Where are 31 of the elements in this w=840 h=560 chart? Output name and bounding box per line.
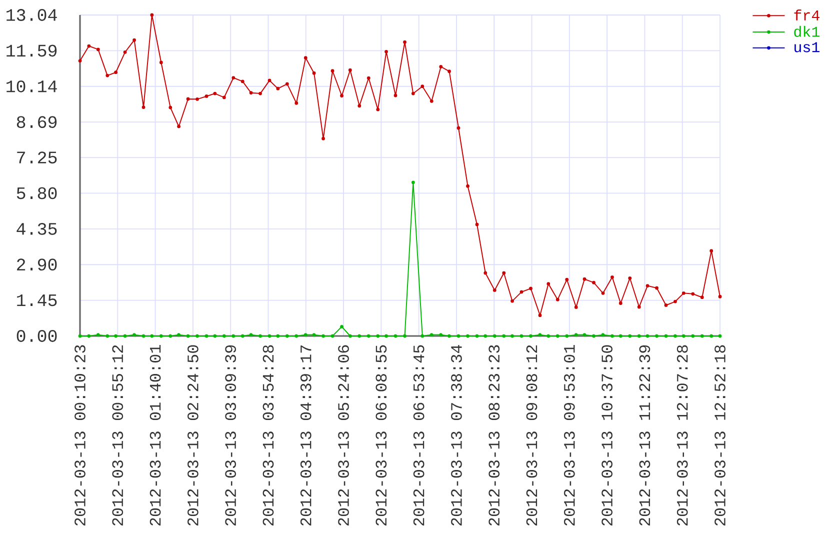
x-tick-label: 2012-03-13 03:54:28 <box>262 345 274 526</box>
x-tick-label: 2012-03-13 05:24:06 <box>338 345 349 526</box>
x-tick-label: 2012-03-13 02:24:50 <box>188 345 198 526</box>
x-tick-label: 2012-03-13 03:09:39 <box>225 345 236 526</box>
y-tick-label: 13.04 <box>6 9 57 21</box>
legend-label: us1 <box>794 42 820 52</box>
y-tick-label: 2.90 <box>17 258 57 271</box>
x-tick-label: 2012-03-13 09:53:01 <box>564 345 575 526</box>
legend-label: fr4 <box>794 9 820 20</box>
x-tick-label: 2012-03-13 10:37:50 <box>602 345 612 526</box>
x-tick-label: 2012-03-13 11:22:39 <box>639 345 650 526</box>
x-tick-label: 2012-03-13 06:53:45 <box>413 345 424 526</box>
y-tick-label: 7.25 <box>17 152 57 164</box>
x-tick-label: 2012-03-13 08:23:23 <box>488 345 500 526</box>
y-tick-label: 10.14 <box>6 80 57 92</box>
y-tick-label: 5.80 <box>16 187 57 200</box>
x-tick-label: 2012-03-13 00:55:12 <box>112 345 124 526</box>
x-tick-label: 2012-03-13 01:40:01 <box>150 345 161 526</box>
legend-label: dk1 <box>794 26 820 37</box>
x-tick-label: 2012-03-13 06:08:55 <box>376 345 387 526</box>
y-tick-label: 11.59 <box>6 44 57 57</box>
x-tick-label: 2012-03-13 04:39:17 <box>300 345 312 526</box>
x-tick-label: 2012-03-13 12:52:18 <box>714 345 726 526</box>
y-tick-label: 4.35 <box>16 222 57 235</box>
x-tick-label: 2012-03-13 00:10:23 <box>74 345 86 526</box>
x-tick-label: 2012-03-13 09:08:12 <box>526 345 538 526</box>
y-tick-label: 8.69 <box>16 116 57 128</box>
x-tick-label: 2012-03-13 07:38:34 <box>451 345 462 526</box>
y-tick-label: 1.45 <box>17 294 57 306</box>
x-tick-label: 2012-03-13 12:07:28 <box>676 345 688 526</box>
y-tick-label: 0.00 <box>16 330 57 342</box>
